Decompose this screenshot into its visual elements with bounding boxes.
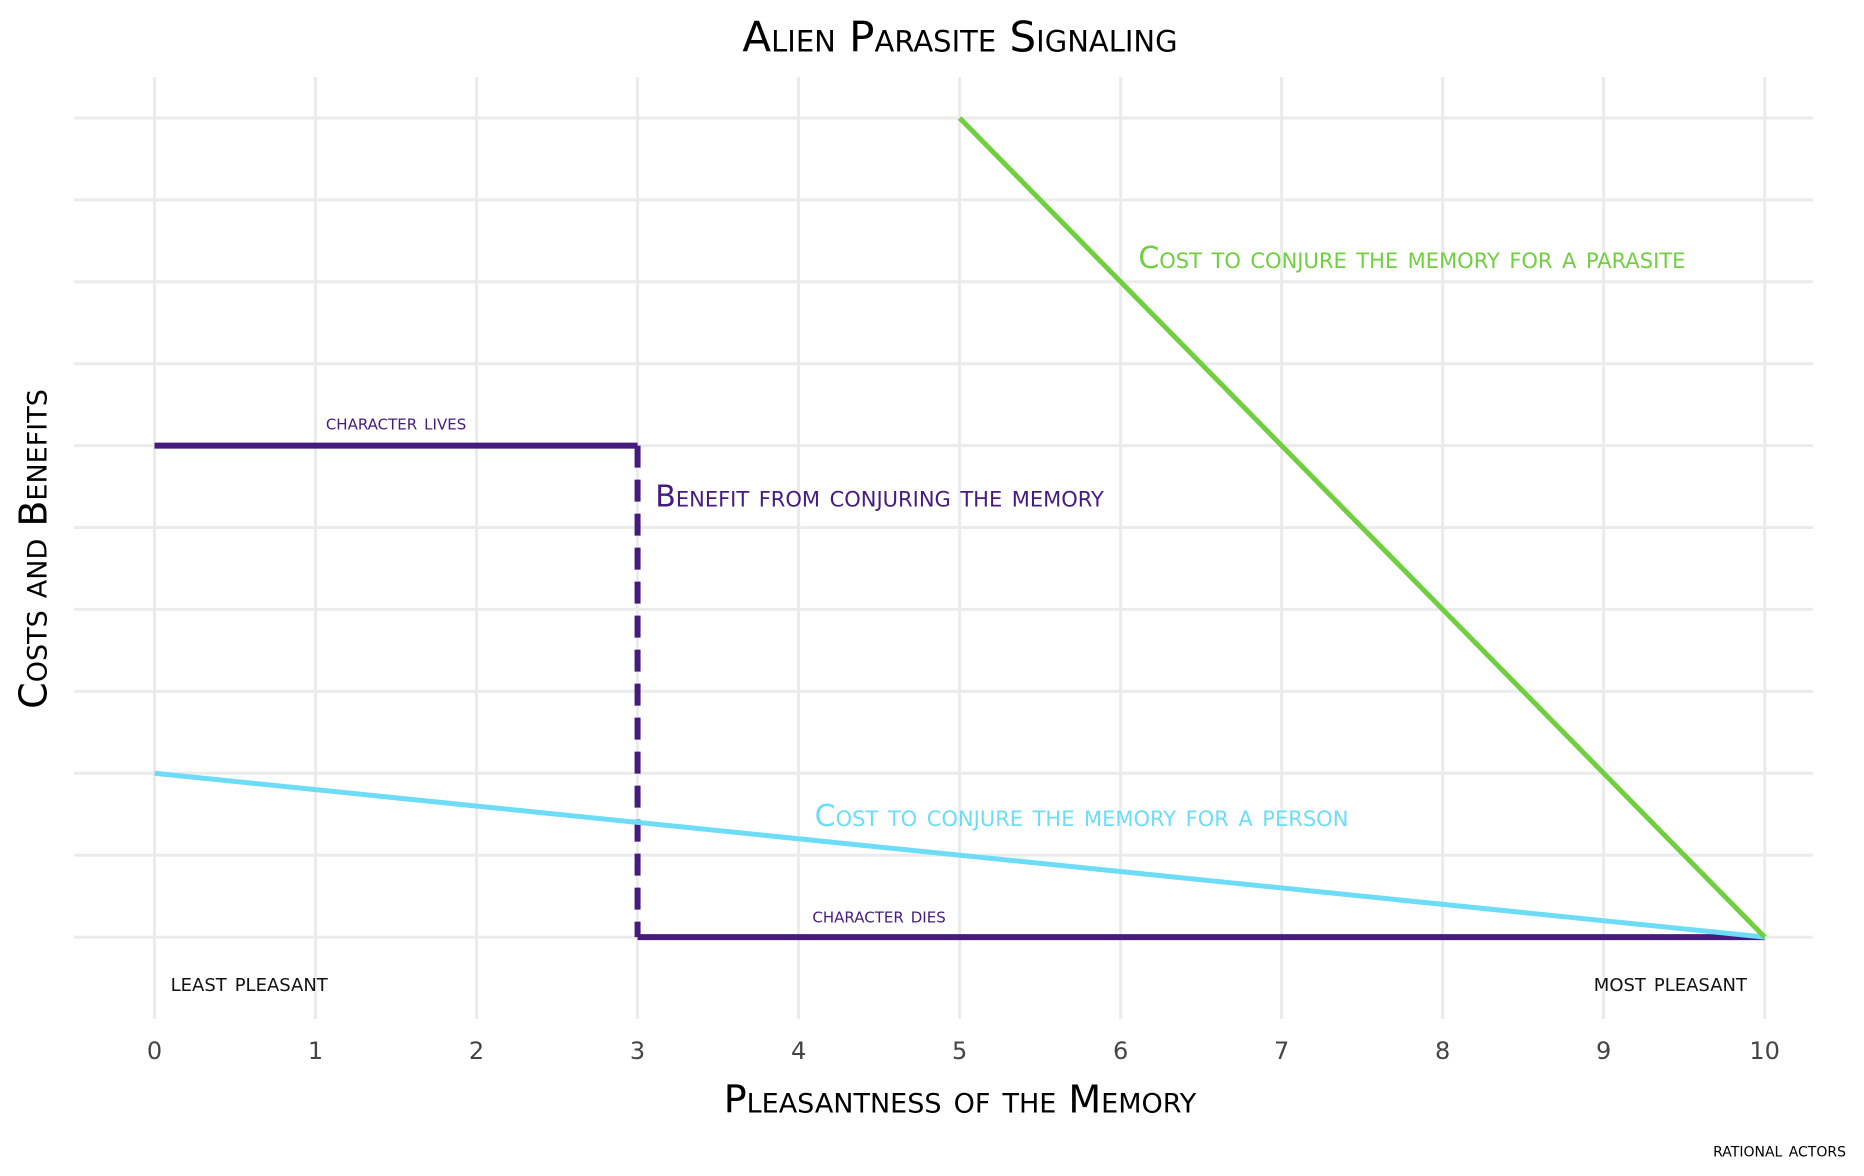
grid (74, 77, 1813, 1019)
x-tick-label: 4 (791, 1037, 806, 1065)
y-axis-title: Costs and Benefits (12, 389, 56, 709)
x-tick-label: 7 (1274, 1037, 1289, 1065)
x-tick-label: 5 (952, 1037, 967, 1065)
x-tick-label: 9 (1596, 1037, 1611, 1065)
series-label: Cost to conjure the memory for a person (815, 799, 1349, 834)
annotation: character dies (812, 904, 945, 929)
series-line (154, 770, 1765, 940)
series-label: Benefit from conjuring the memory (655, 480, 1104, 515)
annotation: character lives (326, 410, 466, 435)
x-tick-label: 6 (1113, 1037, 1128, 1065)
x-axis-title: Pleasantness of the Memory (724, 1078, 1197, 1122)
annotation: least pleasant (171, 968, 329, 997)
x-tick-label: 1 (308, 1037, 323, 1065)
chart-title: Alien Parasite Signaling (742, 13, 1177, 62)
series-line (957, 116, 1767, 939)
x-tick-label: 2 (469, 1037, 484, 1065)
x-tick-label: 0 (147, 1037, 162, 1065)
annotation: most pleasant (1594, 968, 1748, 997)
x-tick-label: 10 (1749, 1037, 1780, 1065)
series-label: Cost to conjure the memory for a parasit… (1138, 241, 1685, 276)
x-tick-label: 8 (1435, 1037, 1450, 1065)
x-tick-label: 3 (630, 1037, 645, 1065)
caption: rational actors (1713, 1138, 1846, 1162)
